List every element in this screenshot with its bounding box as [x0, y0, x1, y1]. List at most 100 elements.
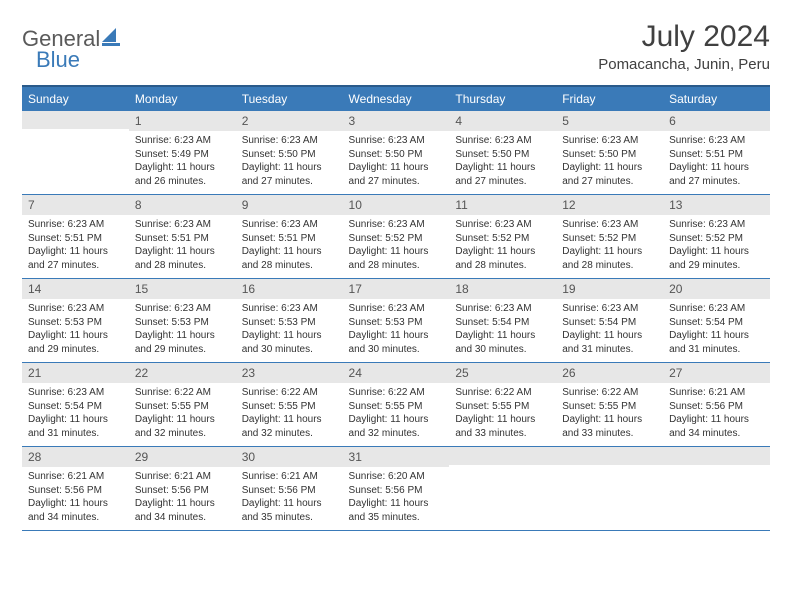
sunrise-text: Sunrise: 6:21 AM — [28, 470, 123, 484]
calendar-week-row: 1Sunrise: 6:23 AMSunset: 5:49 PMDaylight… — [22, 111, 770, 195]
daylight-text: Daylight: 11 hours and 28 minutes. — [242, 245, 337, 272]
sunset-text: Sunset: 5:50 PM — [242, 148, 337, 162]
calendar-day-cell: 21Sunrise: 6:23 AMSunset: 5:54 PMDayligh… — [22, 363, 129, 447]
day-number — [556, 447, 663, 465]
day-data: Sunrise: 6:21 AMSunset: 5:56 PMDaylight:… — [663, 383, 770, 446]
day-number: 22 — [129, 363, 236, 383]
sunrise-text: Sunrise: 6:23 AM — [242, 134, 337, 148]
sunset-text: Sunset: 5:54 PM — [455, 316, 550, 330]
sunrise-text: Sunrise: 6:22 AM — [242, 386, 337, 400]
day-number: 11 — [449, 195, 556, 215]
sunrise-text: Sunrise: 6:22 AM — [562, 386, 657, 400]
calendar-day-cell: 16Sunrise: 6:23 AMSunset: 5:53 PMDayligh… — [236, 279, 343, 363]
sunset-text: Sunset: 5:52 PM — [455, 232, 550, 246]
sunset-text: Sunset: 5:52 PM — [669, 232, 764, 246]
calendar-day-cell: 31Sunrise: 6:20 AMSunset: 5:56 PMDayligh… — [343, 447, 450, 531]
day-data: Sunrise: 6:23 AMSunset: 5:52 PMDaylight:… — [449, 215, 556, 278]
daylight-text: Daylight: 11 hours and 31 minutes. — [669, 329, 764, 356]
calendar-day-cell: 29Sunrise: 6:21 AMSunset: 5:56 PMDayligh… — [129, 447, 236, 531]
calendar-day-cell: 24Sunrise: 6:22 AMSunset: 5:55 PMDayligh… — [343, 363, 450, 447]
sunset-text: Sunset: 5:56 PM — [28, 484, 123, 498]
daylight-text: Daylight: 11 hours and 34 minutes. — [135, 497, 230, 524]
weekday-header: Monday — [129, 86, 236, 111]
calendar-day-cell: 12Sunrise: 6:23 AMSunset: 5:52 PMDayligh… — [556, 195, 663, 279]
sunrise-text: Sunrise: 6:23 AM — [562, 134, 657, 148]
day-data: Sunrise: 6:23 AMSunset: 5:53 PMDaylight:… — [129, 299, 236, 362]
weekday-header-row: Sunday Monday Tuesday Wednesday Thursday… — [22, 86, 770, 111]
daylight-text: Daylight: 11 hours and 31 minutes. — [28, 413, 123, 440]
day-number: 28 — [22, 447, 129, 467]
day-data: Sunrise: 6:21 AMSunset: 5:56 PMDaylight:… — [129, 467, 236, 530]
day-number: 30 — [236, 447, 343, 467]
sunrise-text: Sunrise: 6:23 AM — [562, 218, 657, 232]
sunrise-text: Sunrise: 6:21 AM — [135, 470, 230, 484]
daylight-text: Daylight: 11 hours and 30 minutes. — [242, 329, 337, 356]
day-data: Sunrise: 6:22 AMSunset: 5:55 PMDaylight:… — [343, 383, 450, 446]
sunset-text: Sunset: 5:55 PM — [242, 400, 337, 414]
sunrise-text: Sunrise: 6:22 AM — [455, 386, 550, 400]
day-number: 8 — [129, 195, 236, 215]
daylight-text: Daylight: 11 hours and 30 minutes. — [349, 329, 444, 356]
sunset-text: Sunset: 5:49 PM — [135, 148, 230, 162]
sunset-text: Sunset: 5:50 PM — [349, 148, 444, 162]
calendar-day-cell — [449, 447, 556, 531]
weekday-header: Tuesday — [236, 86, 343, 111]
daylight-text: Daylight: 11 hours and 35 minutes. — [349, 497, 444, 524]
daylight-text: Daylight: 11 hours and 28 minutes. — [349, 245, 444, 272]
sunset-text: Sunset: 5:53 PM — [28, 316, 123, 330]
calendar-day-cell: 28Sunrise: 6:21 AMSunset: 5:56 PMDayligh… — [22, 447, 129, 531]
calendar-day-cell: 5Sunrise: 6:23 AMSunset: 5:50 PMDaylight… — [556, 111, 663, 195]
daylight-text: Daylight: 11 hours and 27 minutes. — [455, 161, 550, 188]
logo-text-blue: Blue — [36, 47, 80, 72]
day-number: 20 — [663, 279, 770, 299]
sunrise-text: Sunrise: 6:22 AM — [349, 386, 444, 400]
day-data: Sunrise: 6:23 AMSunset: 5:50 PMDaylight:… — [556, 131, 663, 194]
day-data: Sunrise: 6:23 AMSunset: 5:52 PMDaylight:… — [556, 215, 663, 278]
day-data: Sunrise: 6:23 AMSunset: 5:52 PMDaylight:… — [343, 215, 450, 278]
day-number: 23 — [236, 363, 343, 383]
sunset-text: Sunset: 5:55 PM — [562, 400, 657, 414]
sunset-text: Sunset: 5:52 PM — [562, 232, 657, 246]
day-number — [663, 447, 770, 465]
day-number: 27 — [663, 363, 770, 383]
day-data: Sunrise: 6:23 AMSunset: 5:51 PMDaylight:… — [663, 131, 770, 194]
daylight-text: Daylight: 11 hours and 27 minutes. — [349, 161, 444, 188]
day-number: 15 — [129, 279, 236, 299]
calendar-day-cell — [22, 111, 129, 195]
daylight-text: Daylight: 11 hours and 31 minutes. — [562, 329, 657, 356]
calendar-day-cell: 13Sunrise: 6:23 AMSunset: 5:52 PMDayligh… — [663, 195, 770, 279]
sunrise-text: Sunrise: 6:23 AM — [349, 218, 444, 232]
day-number: 1 — [129, 111, 236, 131]
day-data: Sunrise: 6:22 AMSunset: 5:55 PMDaylight:… — [449, 383, 556, 446]
sunset-text: Sunset: 5:50 PM — [562, 148, 657, 162]
day-number: 7 — [22, 195, 129, 215]
day-data: Sunrise: 6:23 AMSunset: 5:50 PMDaylight:… — [449, 131, 556, 194]
sunset-text: Sunset: 5:54 PM — [669, 316, 764, 330]
calendar-week-row: 28Sunrise: 6:21 AMSunset: 5:56 PMDayligh… — [22, 447, 770, 531]
day-data: Sunrise: 6:23 AMSunset: 5:54 PMDaylight:… — [449, 299, 556, 362]
daylight-text: Daylight: 11 hours and 27 minutes. — [242, 161, 337, 188]
daylight-text: Daylight: 11 hours and 27 minutes. — [669, 161, 764, 188]
day-number: 13 — [663, 195, 770, 215]
calendar-day-cell: 10Sunrise: 6:23 AMSunset: 5:52 PMDayligh… — [343, 195, 450, 279]
calendar-day-cell: 23Sunrise: 6:22 AMSunset: 5:55 PMDayligh… — [236, 363, 343, 447]
calendar-day-cell: 6Sunrise: 6:23 AMSunset: 5:51 PMDaylight… — [663, 111, 770, 195]
day-data: Sunrise: 6:21 AMSunset: 5:56 PMDaylight:… — [236, 467, 343, 530]
day-data: Sunrise: 6:23 AMSunset: 5:54 PMDaylight:… — [556, 299, 663, 362]
calendar-day-cell: 20Sunrise: 6:23 AMSunset: 5:54 PMDayligh… — [663, 279, 770, 363]
day-number: 21 — [22, 363, 129, 383]
daylight-text: Daylight: 11 hours and 27 minutes. — [562, 161, 657, 188]
sunset-text: Sunset: 5:53 PM — [242, 316, 337, 330]
calendar-day-cell: 30Sunrise: 6:21 AMSunset: 5:56 PMDayligh… — [236, 447, 343, 531]
day-number: 24 — [343, 363, 450, 383]
calendar-week-row: 21Sunrise: 6:23 AMSunset: 5:54 PMDayligh… — [22, 363, 770, 447]
calendar-day-cell: 14Sunrise: 6:23 AMSunset: 5:53 PMDayligh… — [22, 279, 129, 363]
day-data: Sunrise: 6:23 AMSunset: 5:53 PMDaylight:… — [236, 299, 343, 362]
day-data: Sunrise: 6:23 AMSunset: 5:49 PMDaylight:… — [129, 131, 236, 194]
calendar-week-row: 7Sunrise: 6:23 AMSunset: 5:51 PMDaylight… — [22, 195, 770, 279]
daylight-text: Daylight: 11 hours and 28 minutes. — [562, 245, 657, 272]
calendar-day-cell: 26Sunrise: 6:22 AMSunset: 5:55 PMDayligh… — [556, 363, 663, 447]
calendar-day-cell: 15Sunrise: 6:23 AMSunset: 5:53 PMDayligh… — [129, 279, 236, 363]
day-number: 17 — [343, 279, 450, 299]
daylight-text: Daylight: 11 hours and 33 minutes. — [562, 413, 657, 440]
